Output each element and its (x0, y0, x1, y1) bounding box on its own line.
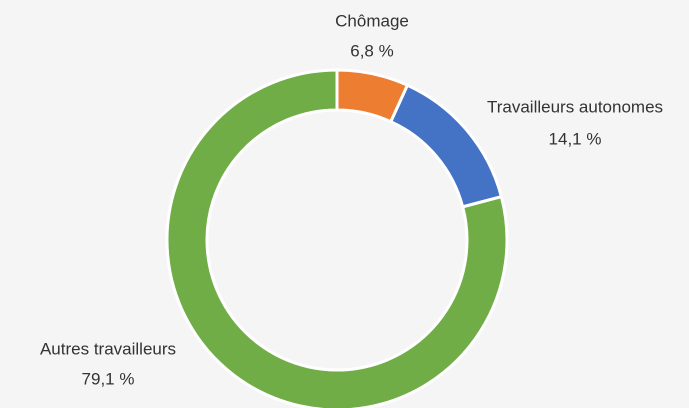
donut-segment (165, 68, 509, 408)
value-label: 14,1 % (549, 129, 602, 148)
category-label: Travailleurs autonomes (487, 97, 663, 116)
category-label: Autres travailleurs (40, 339, 176, 358)
value-label: 6,8 % (350, 41, 393, 60)
donut-segment (388, 83, 504, 209)
category-label: Chômage (335, 11, 409, 30)
value-label: 79,1 % (82, 369, 135, 388)
